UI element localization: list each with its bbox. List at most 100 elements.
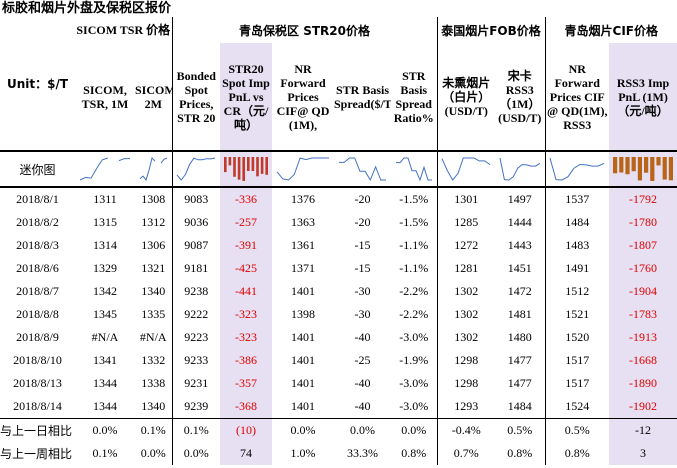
sparkline-str20imp [224, 157, 268, 181]
cell-sicom1: 1342 [93, 284, 117, 298]
cell-nrfwd: 1401 [291, 399, 315, 413]
summary-rss3imp: 3 [609, 442, 677, 465]
spark-nr-forward [272, 151, 334, 188]
summary-rss3imp: -12 [609, 418, 677, 442]
table-row: 2018/8/9 #N/A #N/A 9223 -323 1401 -40 -3.0% 1302… [0, 326, 677, 349]
col-unsmoked: 未熏烟片（白片）(USD/T) [437, 43, 495, 152]
spark-line [276, 157, 329, 181]
group-str20: 青岛保税区 STR20价格 [172, 17, 438, 43]
sparkline-unsmoked [441, 157, 491, 181]
cell-sicom1: 1344 [93, 399, 117, 413]
cell-unsmoked: 1298 [454, 376, 479, 390]
sparkline-bonded [176, 157, 216, 181]
summary-nrfwd: 1.0% [290, 446, 316, 460]
cell-rss3imp: -1780 [609, 211, 677, 234]
summary-nrcif: 0.5% [545, 418, 610, 442]
table-row: 2018/8/13 1344 1338 9231 -357 1401 -40 -3.0% 129… [0, 372, 677, 395]
cell-basis: -30 [354, 307, 371, 321]
column-header-row: SICOM, TSR, 1M SICOM,TSR, 2M Bonded Spot… [0, 43, 677, 152]
table-row: 2018/8/7 1342 1340 9238 -441 1401 -30 -2.2% 1302… [0, 280, 677, 303]
row-date: 2018/8/1 [16, 192, 59, 206]
table-row: 2018/8/1 1311 1308 9083 -336 1376 -20 -1.5% 1301… [0, 187, 677, 211]
spark-bar [662, 157, 667, 180]
cell-rss3: 1477 [495, 349, 546, 372]
cell-unsmoked: 1281 [454, 261, 479, 275]
summary-unsmoked: 0.7% [453, 446, 479, 460]
cell-nrcif: 1517 [565, 376, 590, 390]
cell-bonded: 9238 [184, 284, 209, 298]
cell-nrfwd: 1401 [291, 353, 315, 367]
row-date: 2018/8/6 [16, 261, 59, 275]
unit-header: Unit：$/T [0, 17, 75, 152]
col-nr-forward: NR Forward Prices CIF@ QD (1M), [272, 43, 334, 152]
col-str20-imp: STR20 Spot Imp PnL vs CR（元/吨） [220, 43, 272, 152]
spark-nr-cif [545, 151, 610, 188]
table-row: 2018/8/8 1345 1335 9222 -323 1398 -30 -2.2% 1302… [0, 303, 677, 326]
cell-sicom2: #N/A [135, 326, 173, 349]
spark-bar [668, 157, 674, 181]
cell-bonded: 9181 [184, 261, 209, 275]
spark-line [339, 157, 386, 182]
spark-bar [644, 157, 649, 173]
cell-rss3: 1472 [495, 280, 546, 303]
cell-sicom1: 1341 [93, 353, 117, 367]
spark-bar [656, 157, 661, 166]
cell-rss3: 1451 [495, 257, 546, 280]
row-date: 2018/8/2 [16, 215, 59, 229]
cell-unsmoked: 1293 [454, 399, 479, 413]
cell-basis: -15 [354, 261, 371, 275]
cell-nrfwd: 1401 [291, 284, 315, 298]
spark-bar [228, 157, 232, 166]
summary-sicom1: 0.0% [75, 418, 135, 442]
sparkline-basis [339, 157, 386, 182]
cell-str20imp: -336 [220, 187, 272, 211]
cell-str20imp: -391 [220, 234, 272, 257]
summary-basis: 0.0% [334, 418, 391, 442]
summary-nrcif: 0.8% [564, 446, 590, 460]
cell-bonded: 9083 [184, 192, 209, 206]
cell-str20imp: -425 [220, 257, 272, 280]
col-rss3: 宋卡RSS3（1M）(USD/T) [495, 43, 546, 152]
cell-rss3: 1484 [495, 395, 546, 419]
spark-sicom2 [135, 151, 173, 188]
cell-rss3imp: -1783 [609, 303, 677, 326]
cell-sicom2: 1308 [135, 187, 173, 211]
row-date: 2018/8/14 [13, 399, 62, 413]
cell-unsmoked: 1302 [454, 330, 479, 344]
cell-bonded: 9231 [184, 376, 209, 390]
table-row: 2018/8/10 1341 1332 9233 -386 1401 -25 -1.9% 129… [0, 349, 677, 372]
cell-basis: -30 [354, 284, 371, 298]
cell-nrcif: 1517 [565, 353, 590, 367]
spark-line [176, 157, 216, 181]
cell-nrcif: 1521 [565, 307, 590, 321]
col-nr-cif: NR Forward Prices CIF @ QD(1M), RSS3 [545, 43, 610, 152]
cell-rss3imp: -1792 [609, 187, 677, 211]
cell-bonded: 9087 [184, 238, 209, 252]
cell-sicom1: #N/A [91, 330, 119, 344]
cell-ratio: -3.0% [391, 326, 438, 349]
cell-nrfwd: 1401 [291, 376, 315, 390]
cell-nrfwd: 1371 [291, 261, 315, 275]
cell-rss3imp: -1913 [609, 326, 677, 349]
cell-basis: -20 [354, 192, 371, 206]
cell-rss3imp: -1890 [609, 372, 677, 395]
cell-basis: -40 [354, 376, 371, 390]
cell-ratio: -2.2% [391, 280, 438, 303]
spark-str20-imp [220, 151, 272, 188]
cell-rss3: 1480 [495, 326, 546, 349]
spark-line [549, 157, 605, 181]
cell-ratio: -1.1% [391, 257, 438, 280]
cell-ratio: -1.5% [391, 211, 438, 234]
sparkline-label: 迷你图 [0, 151, 75, 188]
col-ratio: STR Basis Spread Ratio% [391, 43, 438, 152]
cell-rss3: 1444 [495, 211, 546, 234]
spark-bar [237, 157, 241, 180]
cell-ratio: -1.1% [391, 234, 438, 257]
cell-nrfwd: 1361 [291, 238, 315, 252]
cell-unsmoked: 1301 [454, 192, 479, 206]
cell-sicom1: 1344 [93, 376, 117, 390]
cell-sicom2: 1312 [135, 211, 173, 234]
group-header-row: Unit：$/T SICOM TSR 价格 青岛保税区 STR20价格 泰国烟片… [0, 17, 677, 152]
row-date: 2018/8/9 [16, 330, 59, 344]
summary-label: 与上一周相比 [0, 447, 73, 461]
